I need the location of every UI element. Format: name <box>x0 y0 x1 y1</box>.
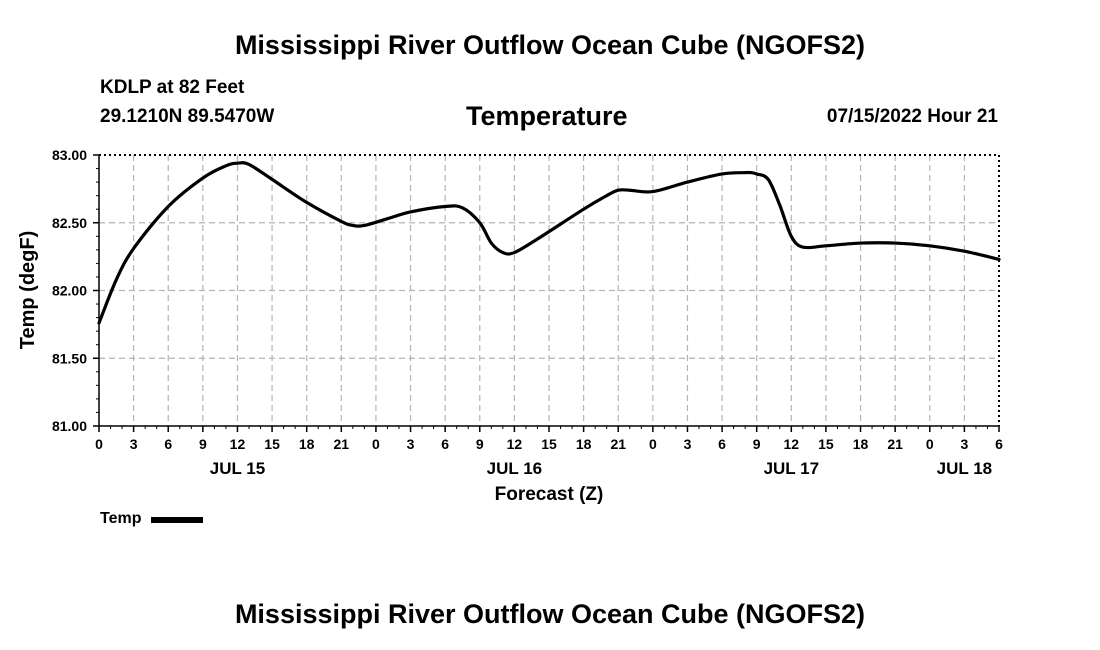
x-tick-label: 21 <box>887 436 903 452</box>
legend: Temp <box>100 510 204 528</box>
y-axis-label: Temp (degF) <box>17 231 39 350</box>
date-labels: JUL 15 JUL 16 JUL 17 JUL 18 <box>210 459 992 478</box>
y-axis-ticks: 81.00 81.50 82.00 82.50 83.00 <box>52 147 99 434</box>
y-tick-label: 81.00 <box>52 418 87 434</box>
x-tick-label: 6 <box>995 436 1003 452</box>
x-tick-label: 6 <box>718 436 726 452</box>
x-tick-label: 0 <box>95 436 103 452</box>
x-tick-label: 0 <box>926 436 934 452</box>
y-tick-label: 82.00 <box>52 283 87 299</box>
legend-label: Temp <box>100 510 142 527</box>
x-tick-label: 15 <box>264 436 280 452</box>
x-tick-label: 18 <box>576 436 592 452</box>
x-tick-label: 18 <box>299 436 315 452</box>
footer-title: Mississippi River Outflow Ocean Cube (NG… <box>234 599 866 629</box>
x-tick-label: 0 <box>372 436 380 452</box>
y-tick-label: 82.50 <box>52 215 87 231</box>
x-tick-label: 6 <box>164 436 172 452</box>
x-tick-label: 12 <box>230 436 246 452</box>
station-coordinates: 29.1210N 89.5470W <box>100 106 275 127</box>
date-label: JUL 15 <box>210 459 265 478</box>
main-title: Mississippi River Outflow Ocean Cube (NG… <box>234 30 866 60</box>
station-label: KDLP at 82 Feet <box>100 77 245 98</box>
grid-lines <box>99 155 999 426</box>
x-tick-label: 3 <box>407 436 415 452</box>
x-tick-label: 9 <box>199 436 207 452</box>
x-axis-label: Forecast (Z) <box>495 484 604 505</box>
chart-subtitle: Temperature <box>466 101 628 131</box>
y-tick-label: 83.00 <box>52 147 87 163</box>
date-label: JUL 18 <box>937 459 992 478</box>
forecast-datetime: 07/15/2022 Hour 21 <box>826 106 998 127</box>
series-layer <box>97 161 1001 325</box>
x-tick-label: 12 <box>507 436 523 452</box>
x-tick-label: 9 <box>476 436 484 452</box>
x-tick-label: 3 <box>960 436 968 452</box>
x-tick-label: 18 <box>853 436 869 452</box>
x-tick-label: 3 <box>130 436 138 452</box>
x-tick-label: 3 <box>684 436 692 452</box>
date-label: JUL 17 <box>764 459 819 478</box>
x-tick-label: 15 <box>818 436 834 452</box>
x-tick-label: 21 <box>334 436 350 452</box>
x-tick-label: 6 <box>441 436 449 452</box>
x-tick-label: 15 <box>541 436 557 452</box>
y-tick-label: 81.50 <box>52 350 87 366</box>
temp-series-line <box>97 161 1001 325</box>
x-axis-ticks: 0 3 6 9 12 15 18 21 0 3 6 9 12 15 18 21 0 3 6 9 12 15 18 21 0 3 6 <box>95 426 1003 452</box>
x-tick-label: 9 <box>753 436 761 452</box>
x-tick-label: 0 <box>649 436 657 452</box>
legend-line-swatch <box>151 517 204 523</box>
date-label: JUL 16 <box>487 459 542 478</box>
x-tick-label: 21 <box>610 436 626 452</box>
x-tick-label: 12 <box>784 436 800 452</box>
